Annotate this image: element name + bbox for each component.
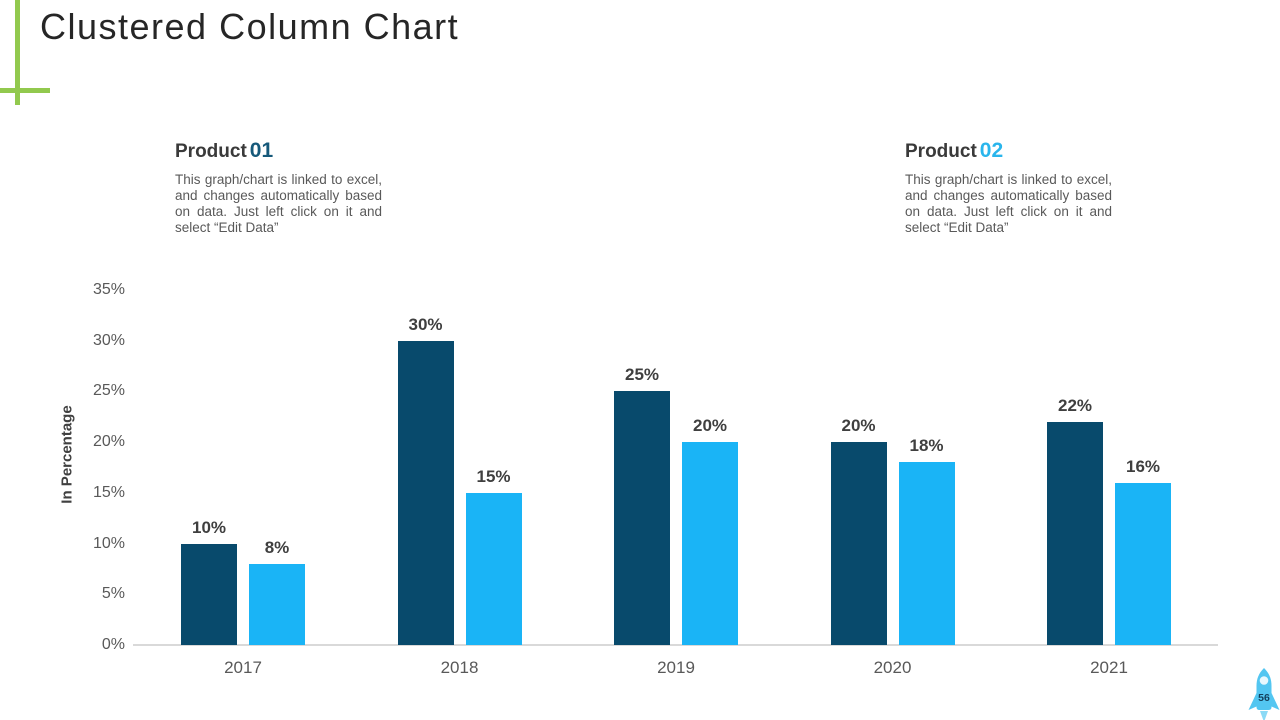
x-axis-label: 2019 [657, 658, 695, 677]
y-axis-tick-label: 10% [92, 534, 125, 552]
title-accent-horizontal-line [0, 88, 50, 93]
bar-product-02-2021 [1115, 482, 1171, 645]
bar-product-01-2019 [614, 391, 670, 645]
bar-value-label: 16% [1125, 456, 1161, 476]
y-axis-tick-label: 25% [92, 382, 125, 400]
bar-value-label: 8% [264, 537, 290, 557]
x-axis-label: 2021 [1090, 658, 1128, 677]
bar-value-label: 10% [191, 517, 227, 537]
product-02-heading: Product 02 [905, 139, 1112, 163]
title-accent-vertical-line [15, 0, 20, 105]
bar-value-label: 25% [624, 365, 660, 385]
x-axis-label: 2018 [440, 658, 479, 677]
y-axis-tick-label: 5% [101, 585, 125, 603]
bar-product-02-2020 [898, 462, 955, 645]
bar-value-label: 30% [408, 314, 443, 334]
y-axis-tick-label: 35% [92, 281, 125, 298]
y-axis-tick-label: 15% [92, 483, 125, 501]
bar-product-02-2018 [465, 492, 522, 645]
product-01-name: Product [175, 141, 247, 162]
product-02-legend-block: Product 02 This graph/chart is linked to… [905, 139, 1112, 236]
product-02-name: Product [905, 141, 977, 162]
y-axis-title: In Percentage [58, 405, 76, 504]
product-01-legend-block: Product 01 This graph/chart is linked to… [175, 139, 382, 236]
bar-product-02-2017 [249, 563, 305, 645]
plot-area: 10% 8% 2017 30% 15% 2018 25% 20% 2019 20% 18% 2020 2… [133, 290, 1218, 677]
x-axis-label: 2020 [873, 658, 912, 677]
product-01-number: 01 [249, 139, 274, 162]
page-title: Clustered Column Chart [40, 6, 460, 47]
bar-value-label: 15% [476, 466, 511, 486]
product-02-number: 02 [979, 139, 1004, 162]
product-01-description: This graph/chart is linked to excel, and… [175, 172, 382, 235]
product-01-heading: Product 01 [175, 139, 382, 163]
rocket-page-badge-icon: 56 [1248, 668, 1280, 720]
y-axis-tick-label: 20% [92, 433, 125, 451]
bar-value-label: 20% [692, 416, 728, 436]
bar-value-label: 22% [1057, 395, 1093, 415]
y-axis-tick-label: 30% [92, 331, 125, 349]
x-axis-line [133, 644, 1218, 646]
x-axis-label: 2017 [224, 658, 262, 677]
bar-value-label: 20% [841, 416, 876, 436]
page-number: 56 [1258, 692, 1270, 704]
bar-product-02-2019 [682, 442, 738, 645]
bar-product-01-2020 [830, 442, 887, 645]
bar-product-01-2017 [181, 543, 237, 645]
bar-value-label: 18% [909, 436, 944, 456]
product-02-description: This graph/chart is linked to excel, and… [905, 172, 1112, 235]
bar-product-01-2021 [1047, 421, 1103, 645]
bar-product-01-2018 [397, 340, 454, 645]
y-axis-tick-label: 0% [101, 636, 125, 653]
